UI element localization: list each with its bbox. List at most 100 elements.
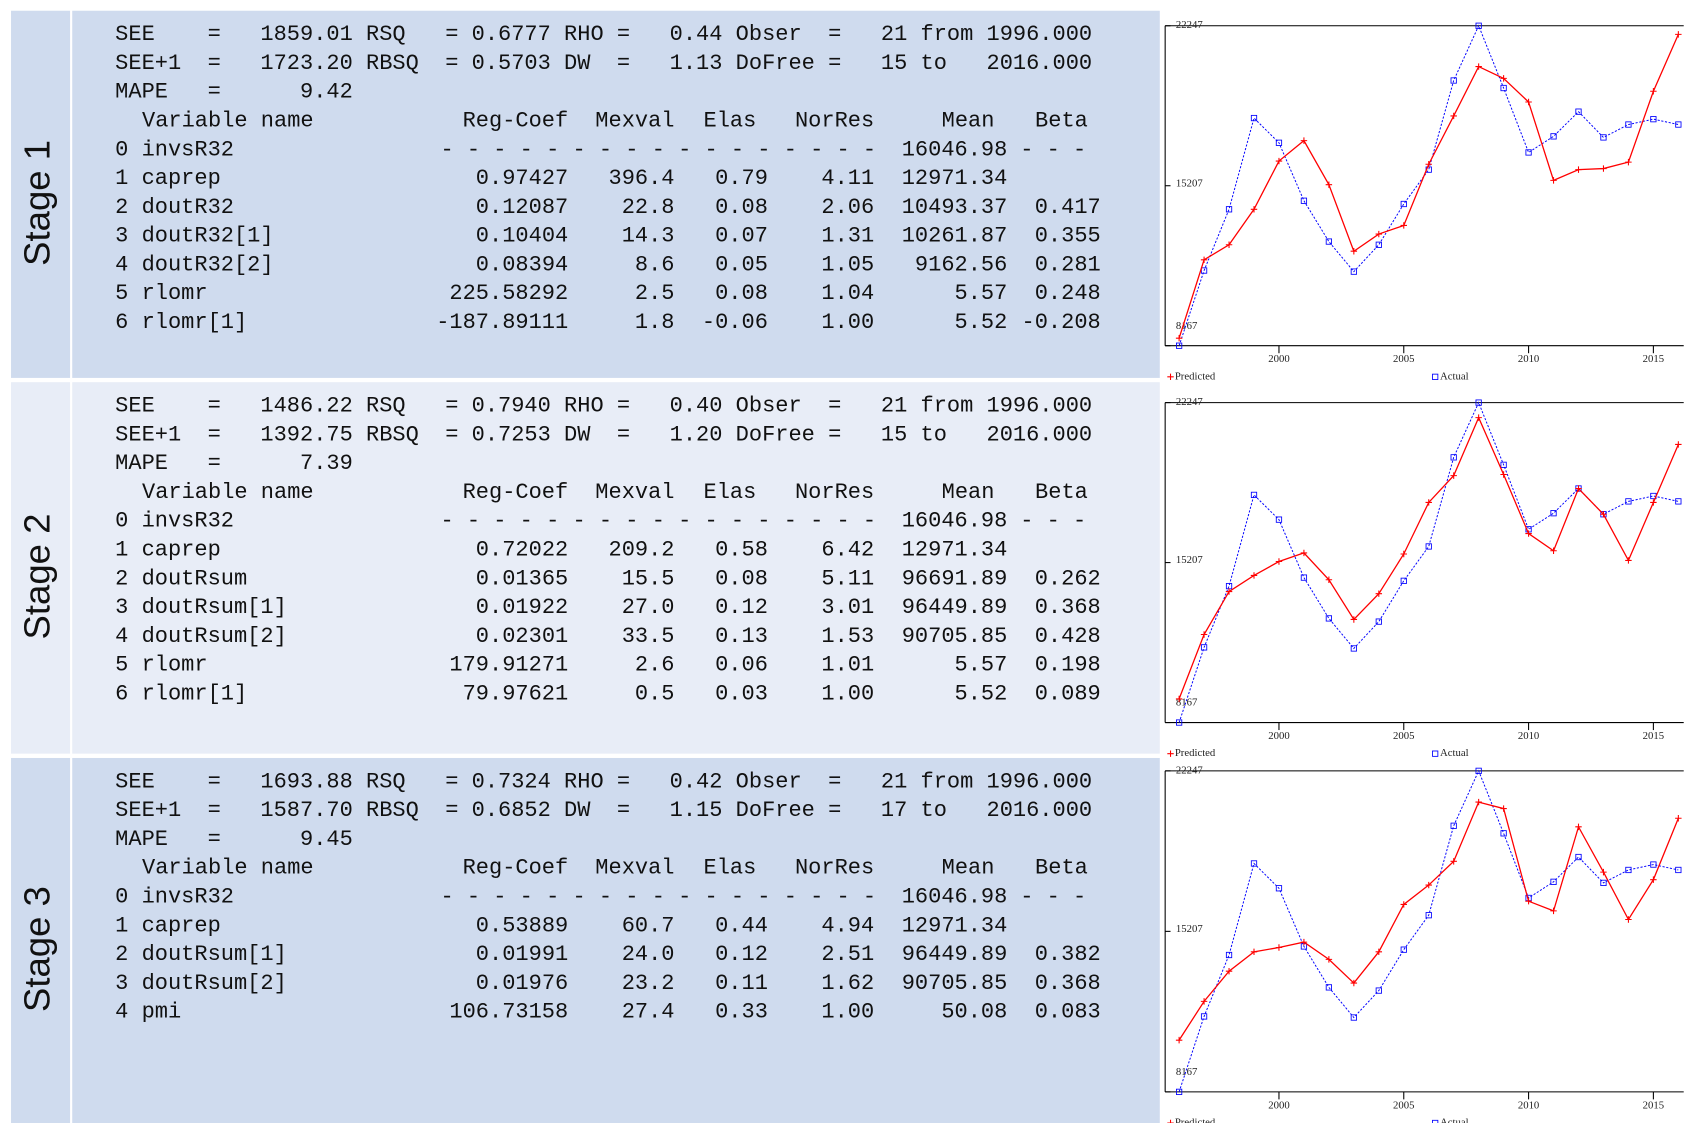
cell: 0.07 <box>715 224 768 249</box>
dash-fill: - - - <box>1020 884 1086 909</box>
point-marker <box>1250 948 1258 956</box>
column-header: Mean <box>942 480 995 505</box>
point-marker <box>1650 861 1657 868</box>
point-marker <box>1250 206 1258 213</box>
cell: 16046.98 <box>902 137 1008 162</box>
column-header: Variable name <box>142 856 314 881</box>
point-marker <box>1625 866 1632 874</box>
x-tick-label: 2015 <box>1643 730 1664 742</box>
stage-label: Stage 1 <box>17 140 58 266</box>
point-marker <box>1275 139 1283 146</box>
column-header: NorRes <box>795 480 874 505</box>
point-marker <box>1450 454 1457 461</box>
x-tick-label: 2000 <box>1268 1099 1289 1111</box>
point-marker <box>1550 510 1557 517</box>
point-marker <box>1250 114 1258 122</box>
point-marker <box>1250 491 1258 499</box>
point-marker <box>1275 558 1283 565</box>
point-marker <box>1650 876 1657 883</box>
point-marker <box>1175 695 1183 703</box>
point-marker <box>1176 719 1183 726</box>
cell: -0.208 <box>1022 310 1101 335</box>
cell: 1.53 <box>821 624 874 649</box>
y-tick-label: 22247 <box>1176 19 1203 31</box>
cell: 1.00 <box>821 310 874 335</box>
point-marker <box>1675 815 1682 822</box>
point-marker <box>1200 644 1208 651</box>
point-marker <box>1450 77 1457 84</box>
column-header: NorRes <box>795 856 874 881</box>
cell: 0.248 <box>1035 281 1101 306</box>
point-marker <box>1275 516 1283 523</box>
stage-label-cell <box>11 757 71 1123</box>
column-header: Reg-Coef <box>463 480 569 505</box>
row-name: 1 caprep <box>115 913 221 938</box>
point-marker <box>1575 823 1582 831</box>
point-marker <box>1600 165 1607 172</box>
row-name: 2 doutR32 <box>115 195 234 220</box>
cell: 0.368 <box>1035 595 1101 620</box>
row-name: 3 doutRsum[1] <box>115 595 287 620</box>
x-tick-label: 2015 <box>1643 1099 1664 1111</box>
point-marker <box>1400 946 1407 953</box>
point-marker <box>1275 157 1283 165</box>
point-marker <box>1225 588 1233 595</box>
chart: 8167 15207 22247 2000 2005 2010 2015 Predicted A… <box>1164 19 1684 382</box>
point-marker <box>1625 158 1632 166</box>
point-marker <box>1325 956 1333 963</box>
cell: 396.4 <box>609 166 675 191</box>
point-marker <box>1225 951 1233 959</box>
x-tick-label: 2000 <box>1268 353 1289 365</box>
point-marker <box>1300 137 1308 144</box>
cell: 0.417 <box>1035 195 1101 220</box>
cell: 0.198 <box>1035 653 1101 678</box>
column-header: Elas <box>704 480 757 505</box>
point-marker <box>1475 22 1482 29</box>
point-marker <box>1375 618 1382 625</box>
row-name: 3 doutR32[1] <box>115 224 273 249</box>
cell: 0.08 <box>715 281 768 306</box>
point-marker <box>1325 615 1332 622</box>
point-marker <box>1600 868 1607 876</box>
legend-swatch <box>1167 1119 1174 1123</box>
point-marker <box>1300 574 1308 581</box>
cell: 0.11 <box>715 971 768 996</box>
point-marker <box>1425 161 1432 168</box>
cell: 5.52 <box>955 681 1008 706</box>
cell: 9162.56 <box>915 252 1007 277</box>
stage-panel: Stage 2 SEE = 1486.22 RSQ = 0.7940 RHO = … <box>11 382 1160 754</box>
point-marker <box>1475 798 1482 806</box>
cell: 0.08394 <box>476 252 568 277</box>
stat-line: SEE = 1486.22 RSQ = 0.7940 RHO = 0.40 Ob… <box>115 394 1092 419</box>
row-name: 4 pmi <box>115 1000 181 1025</box>
point-marker <box>1475 767 1482 774</box>
cell: 0.08 <box>715 566 768 591</box>
legend-label: Actual <box>1440 747 1469 759</box>
cell: 0.5 <box>635 681 675 706</box>
point-marker <box>1675 498 1682 505</box>
point-marker <box>1600 511 1607 518</box>
cell: 0.382 <box>1035 942 1101 967</box>
series-line <box>1178 769 1679 1093</box>
legend-swatch <box>1432 1119 1439 1123</box>
cell: 0.01365 <box>476 566 568 591</box>
point-marker <box>1625 498 1632 505</box>
output-cell <box>72 10 1160 378</box>
stat-line: MAPE = 9.42 <box>115 80 353 105</box>
cell: 16046.98 <box>902 884 1008 909</box>
dash-fill: - - - - - - - - - - - - - - - - - <box>440 884 876 909</box>
cell: 0.12 <box>715 595 768 620</box>
point-marker <box>1175 334 1183 342</box>
point-marker <box>1450 472 1457 479</box>
cell: 0.08 <box>715 195 768 220</box>
stat-line: MAPE = 9.45 <box>115 827 353 852</box>
point-marker <box>1325 576 1333 583</box>
chart: 8167 15207 22247 2000 2005 2010 2015 Predicted A… <box>1164 764 1684 1123</box>
cell: 0.262 <box>1035 566 1101 591</box>
cell: 3.01 <box>821 595 874 620</box>
row-name: 0 invsR32 <box>115 884 234 909</box>
point-marker <box>1550 878 1557 885</box>
cell: 27.0 <box>622 595 675 620</box>
point-marker <box>1400 200 1407 208</box>
